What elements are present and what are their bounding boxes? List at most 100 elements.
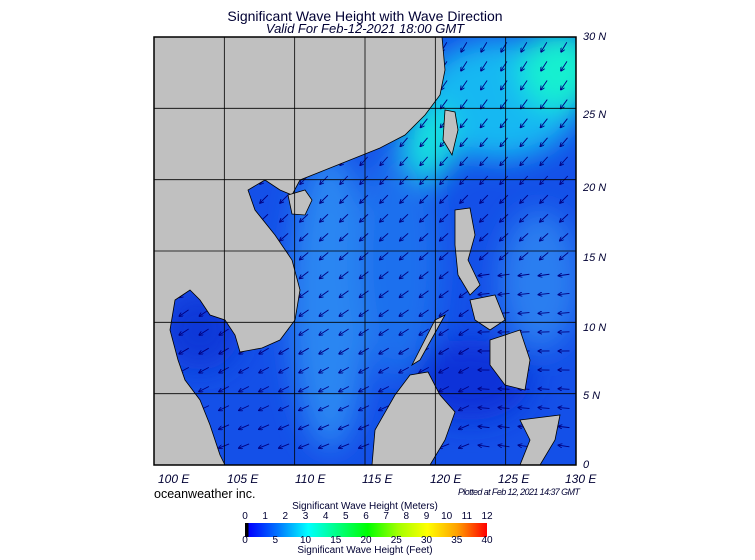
wave-direction-arrow xyxy=(540,233,549,240)
wave-direction-arrow xyxy=(339,443,350,448)
colorbar-tick: 35 xyxy=(451,535,463,546)
wave-map xyxy=(153,36,577,466)
wave-direction-arrow xyxy=(539,293,550,294)
colorbar-tick: 40 xyxy=(481,535,493,546)
wave-direction-arrow xyxy=(320,290,329,297)
wave-direction-arrow xyxy=(279,347,289,354)
wave-direction-arrow xyxy=(359,424,370,429)
wave-direction-arrow xyxy=(521,118,528,128)
wave-direction-arrow xyxy=(379,386,390,391)
wave-direction-arrow xyxy=(280,233,289,240)
wave-direction-arrow xyxy=(499,389,510,390)
wave-direction-arrow xyxy=(299,347,309,354)
lon-label: 100 E xyxy=(158,472,190,486)
wave-direction-arrow xyxy=(319,347,329,354)
wave-direction-arrow xyxy=(380,290,389,297)
wave-direction-arrow xyxy=(339,366,350,372)
wave-direction-arrow xyxy=(420,156,428,165)
wave-direction-arrow xyxy=(420,271,429,279)
wave-direction-arrow xyxy=(300,252,309,259)
wave-direction-arrow xyxy=(380,252,389,259)
wave-direction-arrow xyxy=(239,443,250,448)
wave-direction-arrow xyxy=(280,213,289,222)
wave-direction-arrow xyxy=(540,137,548,146)
wave-direction-arrow xyxy=(400,194,409,203)
wave-direction-arrow xyxy=(339,424,350,429)
wave-direction-arrow xyxy=(239,405,250,411)
map-frame xyxy=(153,36,577,466)
wave-direction-arrow xyxy=(420,137,428,146)
wave-direction-arrow xyxy=(499,445,510,447)
colorbar-tick: 7 xyxy=(383,511,389,522)
wave-direction-arrow xyxy=(259,366,270,372)
wave-direction-arrow xyxy=(561,118,568,128)
wave-direction-arrow xyxy=(239,424,250,429)
wave-direction-arrow xyxy=(480,156,488,165)
lat-label: 15 N xyxy=(583,252,607,264)
wave-direction-arrow xyxy=(500,194,509,203)
wave-direction-arrow xyxy=(561,80,568,89)
wave-direction-arrow xyxy=(440,271,449,279)
wave-direction-arrow xyxy=(459,424,470,429)
wave-direction-arrow xyxy=(359,386,370,391)
wave-direction-arrow xyxy=(520,156,528,165)
wave-direction-arrow xyxy=(339,309,349,316)
wave-direction-arrow xyxy=(501,118,508,128)
colorbar-tick: 15 xyxy=(330,535,342,546)
wave-direction-arrow xyxy=(559,408,570,409)
wave-direction-arrow xyxy=(380,213,389,222)
wave-direction-arrow xyxy=(419,328,429,335)
wave-direction-arrow xyxy=(399,347,409,354)
wave-direction-arrow xyxy=(541,80,548,89)
wave-direction-arrow xyxy=(519,313,530,314)
wave-direction-arrow xyxy=(319,424,330,429)
wave-direction-arrow xyxy=(179,328,189,335)
wave-direction-arrow xyxy=(379,405,390,411)
wave-direction-arrow xyxy=(279,424,290,429)
wave-direction-arrow xyxy=(360,233,369,240)
wave-direction-arrow xyxy=(460,137,468,146)
wave-direction-arrow xyxy=(479,408,490,409)
colorbar xyxy=(245,523,487,537)
colorbar-tick: 8 xyxy=(403,511,410,522)
wave-direction-arrow xyxy=(259,405,270,411)
wave-direction-arrow xyxy=(300,271,309,279)
wave-direction-arrow xyxy=(279,366,290,372)
wave-direction-arrow xyxy=(561,99,568,109)
colorbar-tick: 5 xyxy=(272,535,279,546)
wave-direction-arrow xyxy=(279,386,290,391)
wave-direction-arrow xyxy=(380,271,389,279)
wave-direction-arrow xyxy=(460,194,469,203)
wave-direction-arrow xyxy=(479,274,490,275)
wave-direction-arrow xyxy=(339,347,349,354)
wave-direction-arrow xyxy=(440,233,449,240)
wave-direction-arrow xyxy=(179,309,189,316)
wave-direction-arrow xyxy=(360,213,369,222)
colorbar-tick: 25 xyxy=(390,535,402,546)
wave-direction-arrow xyxy=(379,347,389,354)
colorbar-tick: 12 xyxy=(481,511,493,522)
wave-direction-arrow xyxy=(340,194,349,203)
wave-direction-arrow xyxy=(320,194,329,203)
wave-direction-arrow xyxy=(199,386,210,391)
wave-direction-arrow xyxy=(461,118,468,128)
wave-direction-arrow xyxy=(459,309,469,316)
wave-direction-arrow xyxy=(519,274,530,275)
wave-direction-arrow xyxy=(440,194,449,203)
land-sulawesi xyxy=(519,414,561,465)
wave-direction-arrow xyxy=(320,252,329,259)
wave-direction-arrow xyxy=(459,386,470,391)
colorbar-tick: 9 xyxy=(423,511,430,522)
wave-direction-arrow xyxy=(520,233,529,240)
wave-direction-arrow xyxy=(441,80,448,89)
wave-direction-arrow xyxy=(419,309,429,316)
chart-title: Significant Wave Height with Wave Direct… xyxy=(227,8,503,24)
wave-direction-arrow xyxy=(359,405,370,411)
wave-direction-arrow xyxy=(360,290,369,297)
wave-direction-arrow xyxy=(400,137,408,146)
lat-label: 5 N xyxy=(583,390,601,402)
wave-direction-arrow xyxy=(479,426,490,427)
wave-direction-arrow xyxy=(380,156,388,165)
wave-direction-arrow xyxy=(560,213,569,222)
wave-direction-arrow xyxy=(319,366,330,372)
